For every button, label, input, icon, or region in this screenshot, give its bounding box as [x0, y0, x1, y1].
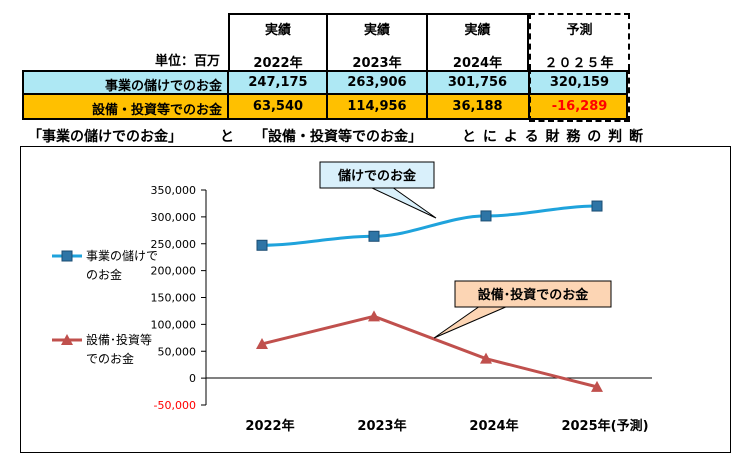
chart-title-part3: 「設備・投資等でのお金」 [254, 129, 422, 145]
row-business-value-2025: 320,159 [549, 75, 610, 90]
chart-title: 「事業の儲けでのお金」 と 「設備・投資等でのお金」 と に よ る 財 務 の… [0, 124, 744, 146]
y-tick-label: 350,000 [151, 184, 197, 197]
summary-table: 実績 2022年 実績 2023年 実績 2024年 予測 ２０２５年 単位：百… [0, 0, 744, 122]
row-investment-value-2024: 36,188 [452, 99, 503, 114]
header-kind: 実績 [264, 23, 291, 38]
header-year: 2024年 [452, 56, 503, 71]
y-tick-label: 50,000 [158, 345, 197, 358]
header-kind: 実績 [464, 23, 491, 38]
callout-investment-box [454, 280, 612, 308]
header-col-2025-forecast: 予測 ２０２５年 [529, 13, 630, 71]
header-col-2024: 実績 2024年 [426, 13, 529, 71]
legend-label: 事業の儲けで [86, 249, 158, 263]
row-business-bg [22, 70, 628, 95]
series-line-1 [261, 204, 598, 247]
data-point-investment [368, 310, 380, 322]
y-tick-label: 150,000 [151, 292, 197, 305]
x-tick-label: 2023年 [357, 418, 406, 434]
y-tick-label: -50,000 [154, 399, 196, 412]
header-year: 2023年 [352, 56, 402, 71]
legend-marker-investment [61, 334, 73, 345]
divider [227, 70, 229, 120]
forecast-dashed-sides [529, 68, 630, 122]
header-year: ２０２５年 [544, 56, 615, 71]
header-kind: 予測 [566, 23, 593, 38]
divider [326, 70, 328, 120]
legend-marker-business [61, 250, 73, 262]
data-point-investment [256, 337, 268, 349]
data-point-business [480, 210, 492, 222]
row-investment-value-2025: -16,289 [551, 99, 608, 114]
y-tick-label: 300,000 [151, 211, 197, 224]
y-tick-label: 100,000 [151, 318, 197, 331]
header-year: 2022年 [253, 56, 303, 71]
y-tick-label: 200,000 [151, 265, 197, 278]
callout-business-box [319, 161, 435, 189]
data-point-investment [480, 352, 492, 364]
y-tick-label: 0 [189, 372, 196, 385]
row-investment-label: 設備・投資等でのお金 [91, 103, 222, 118]
unit-label: 単位：百万 [154, 54, 220, 69]
row-investment-value-2023: 114,956 [347, 99, 407, 114]
callout-investment-pointer [433, 305, 509, 339]
row-business-value-2024: 301,756 [447, 75, 508, 90]
divider [426, 70, 428, 120]
x-tick-label: 2022年 [245, 418, 294, 434]
row-business-label: 事業の儲けでのお金 [104, 79, 222, 94]
data-point-business [591, 200, 603, 212]
row-investment-value-2022: 63,540 [252, 99, 304, 114]
y-tick-label: 250,000 [151, 238, 197, 251]
legend-label: でのお金 [86, 351, 134, 366]
chart-frame [20, 146, 731, 453]
header-kind: 実績 [363, 23, 390, 38]
data-point-business [256, 239, 268, 251]
row-investment-bg [22, 95, 628, 120]
row-business-value-2022: 247,175 [248, 75, 308, 90]
legend-label: 設備･投資等 [86, 332, 152, 347]
callout-business-pointer [369, 186, 437, 219]
data-point-investment [591, 380, 603, 392]
chart-title-part2: と [220, 129, 234, 145]
legend-label: のお金 [86, 267, 122, 282]
data-point-business [368, 230, 380, 242]
x-tick-label: 2025年(予測) [561, 418, 648, 434]
chart-title-part1: 「事業の儲けでのお金」 [28, 129, 182, 145]
series-line-2 [261, 314, 598, 389]
callout-investment-text: 設備･投資でのお金 [478, 287, 590, 303]
chart-title-part4: と に よ る 財 務 の 判 断 [462, 129, 644, 145]
row-business-value-2023: 263,906 [347, 75, 407, 90]
callout-business-text: 儲けでのお金 [337, 168, 417, 184]
x-tick-label: 2024年 [469, 418, 518, 434]
